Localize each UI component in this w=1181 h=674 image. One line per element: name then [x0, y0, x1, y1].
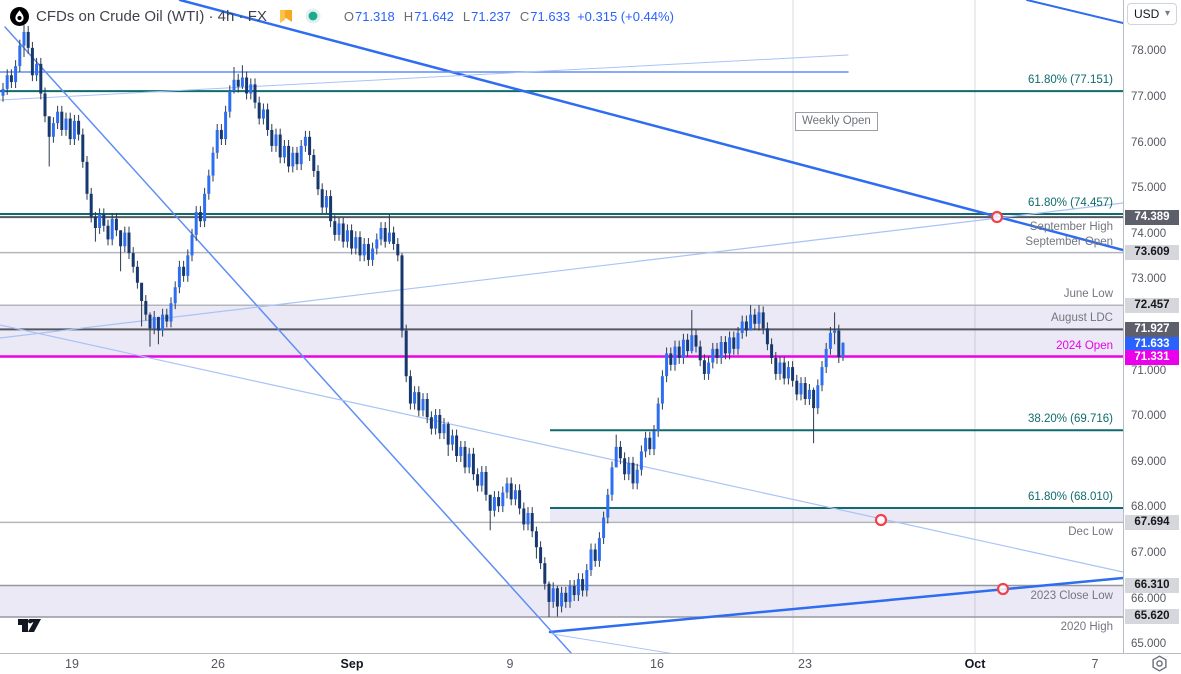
- price-badge-dark: 71.927: [1125, 321, 1179, 337]
- time-axis[interactable]: 19 26 Sep 9 16 23 Oct 7: [0, 653, 1181, 674]
- level-label: Dec Low: [1068, 526, 1113, 539]
- level-label: August LDC: [1050, 312, 1113, 325]
- tradingview-logo[interactable]: [17, 616, 43, 633]
- high-label: H: [403, 8, 414, 24]
- time-tick: 16: [650, 657, 664, 671]
- price-tick: 74.000: [1131, 227, 1167, 240]
- chart-legend: CFDs on Crude Oil (WTI) · 4h · FX O 71.31…: [10, 5, 674, 27]
- level-label: September Open: [1025, 235, 1113, 248]
- time-tick: 19: [65, 657, 79, 671]
- low-value: 71.237: [471, 8, 511, 24]
- price-tick: 69.000: [1131, 455, 1167, 468]
- price-axis[interactable]: 78.000 77.000 76.000 75.000 74.000 73.000 71.0…: [1123, 0, 1181, 674]
- symbol-title[interactable]: CFDs on Crude Oil (WTI) · 4h · FX: [36, 7, 267, 25]
- time-tick: 9: [506, 657, 514, 671]
- level-label: 61.80% (77.151): [1027, 74, 1113, 87]
- trendlines: [0, 0, 1123, 653]
- gear-icon[interactable]: [1151, 655, 1168, 672]
- price-tick: 75.000: [1131, 182, 1167, 195]
- price-tick: 68.000: [1131, 501, 1167, 514]
- level-label: 61.80% (74.457): [1027, 197, 1113, 209]
- price-tick: 71.000: [1131, 364, 1167, 377]
- candlestick-chart: [0, 0, 1123, 653]
- close-value: 71.633: [530, 8, 571, 24]
- price-tick: 67.000: [1131, 547, 1167, 560]
- market-status-dot-icon[interactable]: [305, 8, 321, 24]
- price-badge-light: 73.609: [1125, 245, 1179, 261]
- time-tick: Sep: [340, 657, 364, 671]
- chevron-down-icon: ▾: [1164, 8, 1170, 19]
- time-tick: 23: [798, 657, 812, 671]
- flag-icon[interactable]: [279, 9, 293, 23]
- instrument-logo-icon: [10, 6, 29, 26]
- candles: [1, 25, 845, 617]
- change-value: +0.315 (+0.44%): [577, 8, 674, 24]
- price-badge-magenta: 71.331: [1125, 350, 1179, 366]
- signal-markers: [874, 210, 1010, 596]
- price-tick: 73.000: [1131, 273, 1167, 286]
- level-label: 2024 Open: [1056, 339, 1113, 352]
- price-badge-dark: 74.389: [1125, 209, 1179, 225]
- time-tick: 26: [211, 657, 225, 671]
- horizontal-levels: [0, 90, 1123, 618]
- price-badge-light: 65.620: [1125, 609, 1179, 625]
- time-tick: Oct: [964, 657, 986, 671]
- price-tick: 70.000: [1131, 410, 1167, 423]
- price-chart-plot[interactable]: 61.80% (77.151) 61.80% (74.457) September …: [0, 0, 1123, 653]
- time-tick: 7: [1091, 657, 1099, 671]
- price-tick: 76.000: [1131, 136, 1167, 149]
- gridlines: [792, 0, 976, 653]
- currency-label: USD: [1134, 7, 1160, 21]
- close-label: C: [519, 8, 530, 24]
- level-label: 61.80% (68.010): [1027, 490, 1113, 503]
- open-label: O: [343, 8, 354, 24]
- open-value: 71.318: [354, 8, 395, 24]
- price-tick: 78.000: [1131, 45, 1167, 58]
- price-badge-light: 67.694: [1125, 514, 1179, 530]
- price-tick: 66.000: [1131, 592, 1167, 605]
- weekly-open-label[interactable]: Weekly Open: [795, 112, 878, 131]
- level-label: September High: [1029, 221, 1113, 234]
- level-label: 38.20% (69.716): [1027, 413, 1113, 426]
- price-badge-light: 72.457: [1125, 297, 1179, 313]
- price-tick: 65.000: [1131, 638, 1167, 651]
- price-badge-light: 66.310: [1125, 578, 1179, 593]
- high-value: 71.642: [414, 8, 454, 24]
- price-tick: 77.000: [1131, 91, 1167, 104]
- highlight-bands: [0, 305, 1123, 617]
- level-label: June Low: [1063, 288, 1113, 301]
- low-label: L: [462, 8, 471, 24]
- price-badge-blue: 71.633: [1125, 337, 1179, 353]
- level-label: 2023 Close Low: [1030, 589, 1113, 602]
- level-label: 2020 High: [1060, 620, 1113, 633]
- currency-selector[interactable]: USD ▾: [1127, 3, 1177, 25]
- ohlc-readout: O 71.318 H 71.642 L 71.237 C 71.633 +0.315 (…: [335, 9, 674, 24]
